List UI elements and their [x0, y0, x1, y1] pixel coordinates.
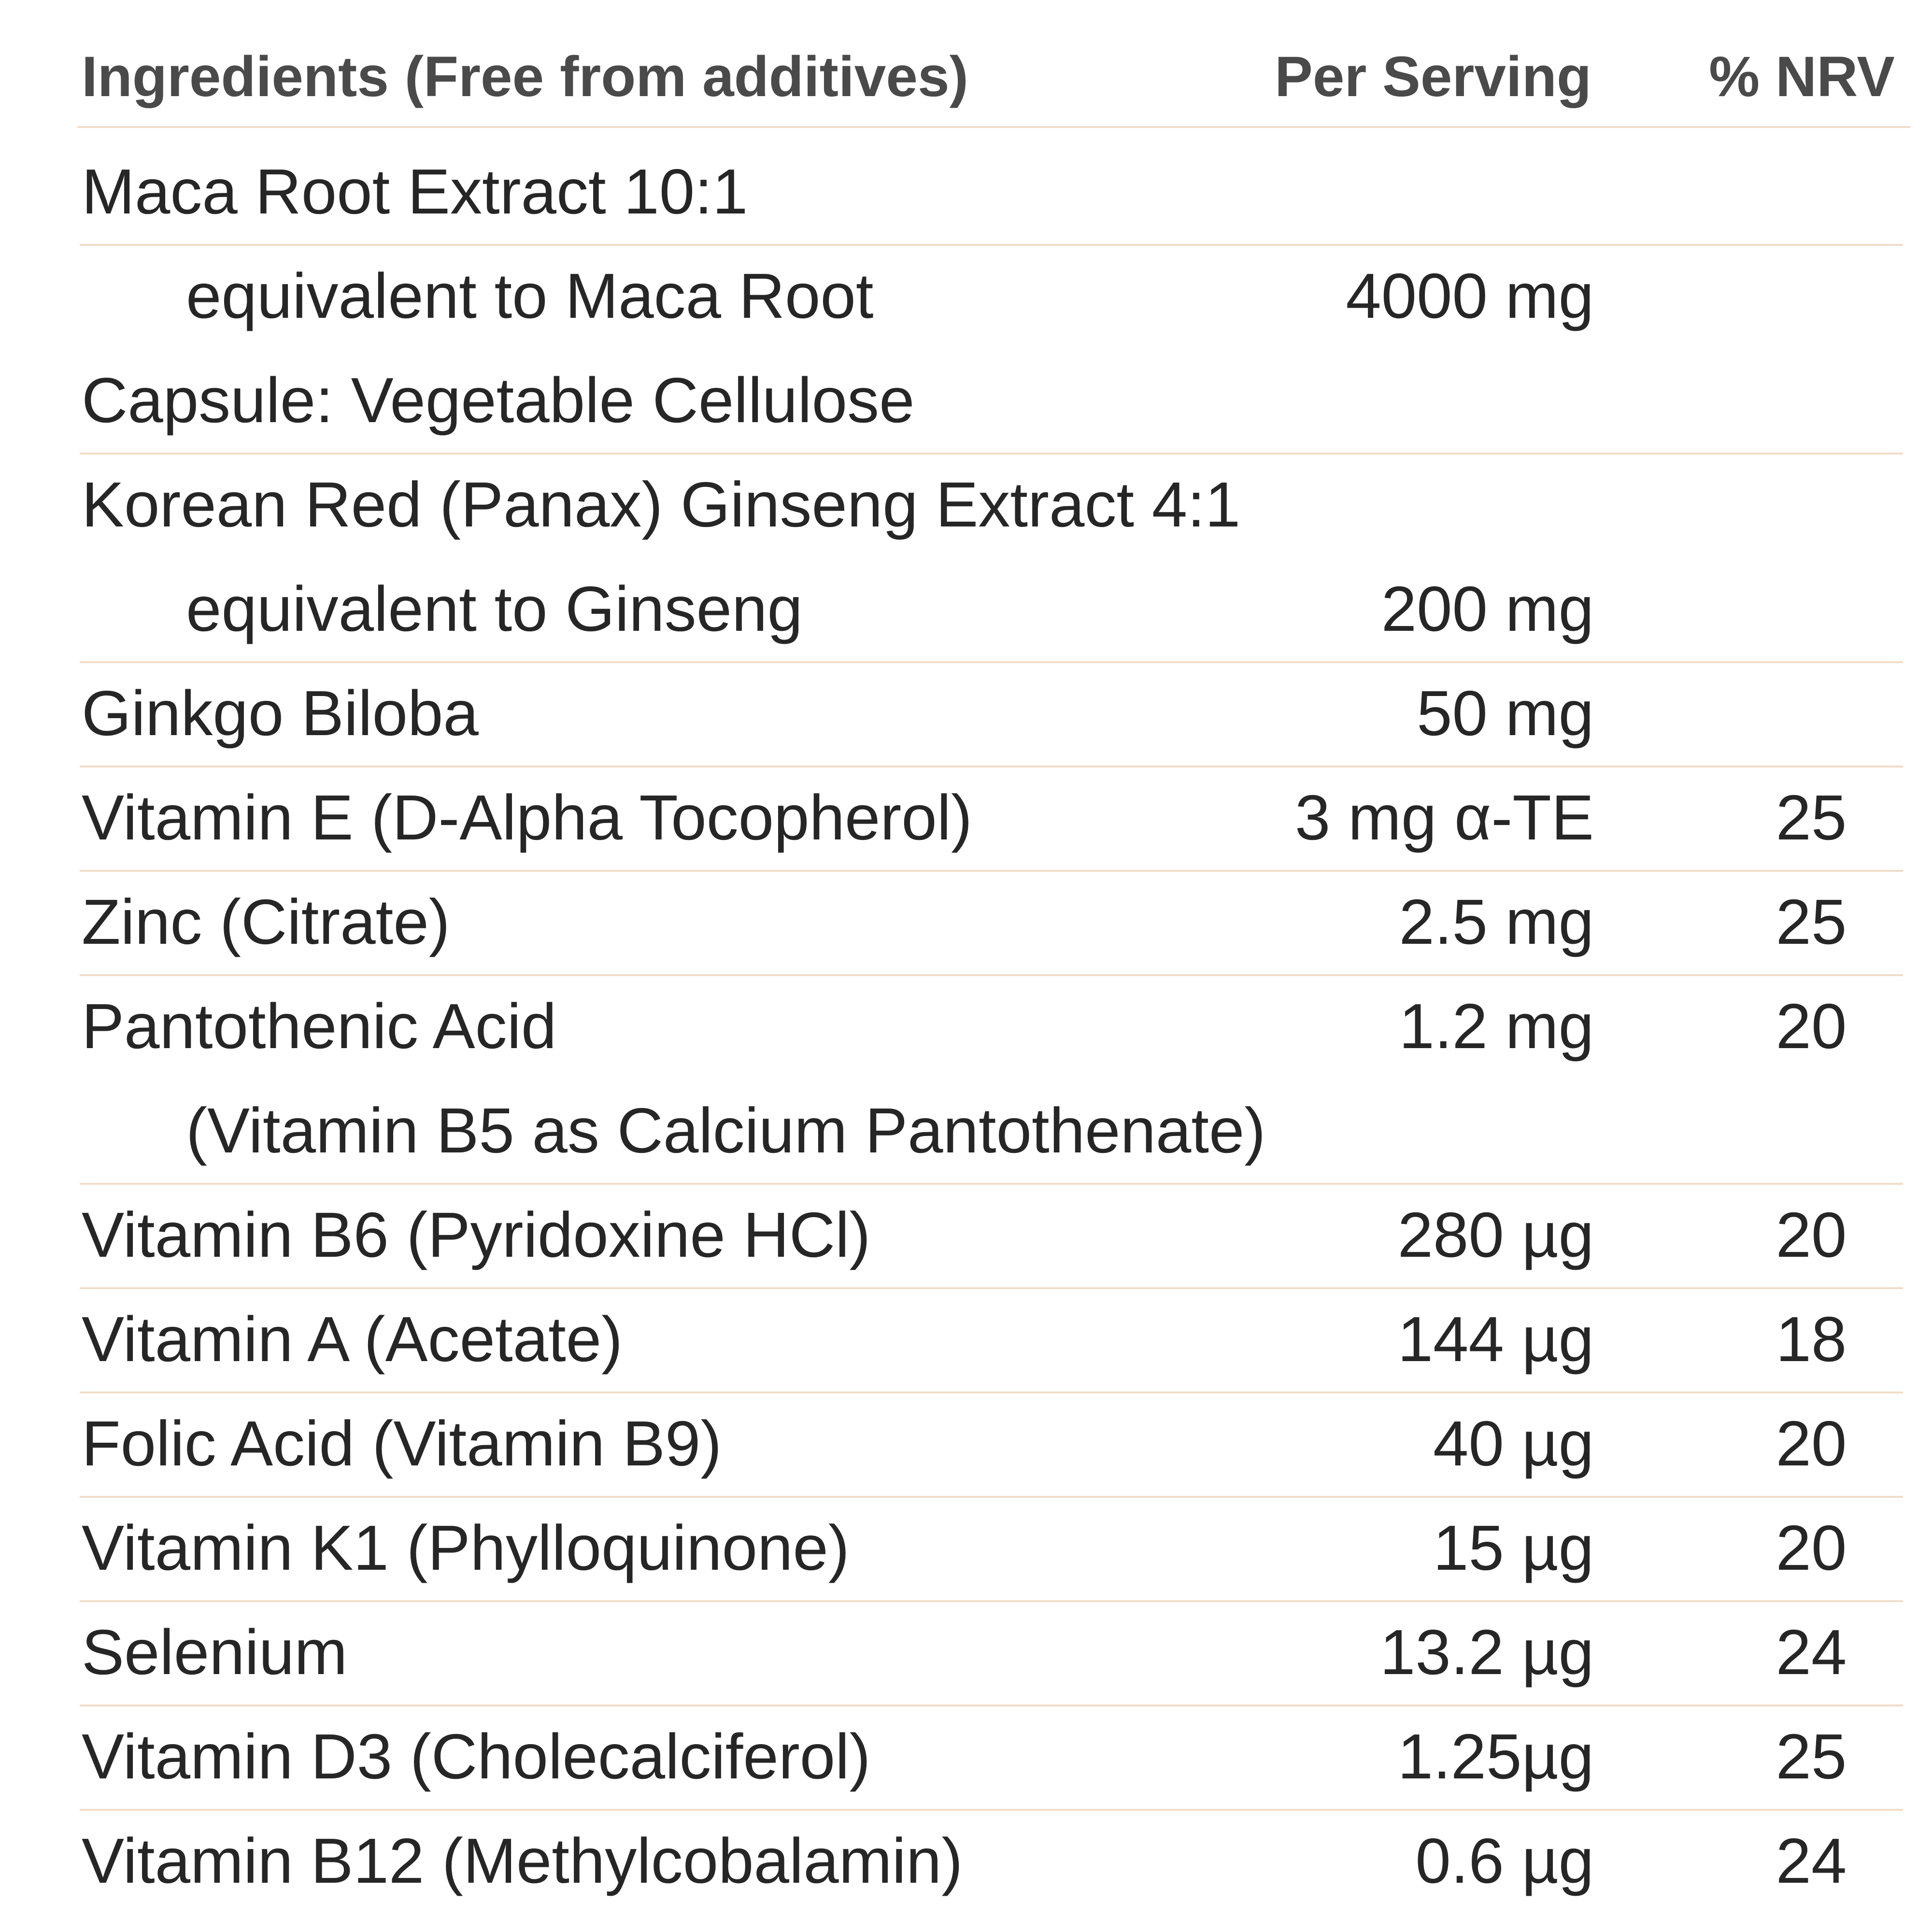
ingredient-name: Vitamin E (D-Alpha Tocopherol)	[82, 782, 973, 853]
amount: 280 µg	[1397, 1199, 1594, 1270]
separator	[80, 1496, 1903, 1498]
separator	[80, 766, 1903, 767]
amount: 200 mg	[1381, 573, 1594, 644]
nrv: 25	[1776, 1721, 1847, 1792]
separator	[80, 1392, 1903, 1393]
header-nrv: % NRV	[1709, 45, 1895, 109]
ingredient-name: Vitamin D3 (Cholecalciferol)	[82, 1721, 871, 1792]
ingredient-name: (Vitamin B5 as Calcium Pantothenate)	[186, 1095, 1266, 1166]
amount: 4000 mg	[1346, 260, 1594, 331]
separator	[80, 870, 1903, 872]
ingredient-name: Vitamin B12 (Methylcobalamin)	[82, 1825, 963, 1896]
nrv: 20	[1776, 1199, 1847, 1270]
separator	[80, 661, 1903, 663]
ingredient-name: Vitamin A (Acetate)	[82, 1304, 623, 1375]
amount: 13.2 µg	[1379, 1617, 1594, 1688]
ingredient-name: Korean Red (Panax) Ginseng Extract 4:1	[82, 469, 1241, 540]
separator	[80, 244, 1903, 246]
ingredient-name: Zinc (Citrate)	[82, 886, 450, 957]
amount: 1.2 mg	[1399, 991, 1594, 1062]
amount: 0.6 µg	[1415, 1825, 1594, 1896]
nrv: 18	[1776, 1304, 1847, 1375]
ingredient-name: Ginkgo Biloba	[82, 678, 479, 749]
amount: 1.25µg	[1397, 1721, 1594, 1792]
ingredient-name: Vitamin B6 (Pyridoxine HCl)	[82, 1199, 871, 1270]
amount: 40 µg	[1433, 1408, 1594, 1479]
ingredient-name: equivalent to Ginseng	[186, 573, 803, 644]
nrv: 25	[1776, 886, 1847, 957]
ingredient-name: Vitamin K1 (Phylloquinone)	[82, 1512, 850, 1583]
ingredient-name: Selenium	[82, 1617, 348, 1688]
separator	[77, 126, 1910, 128]
ingredient-name: Folic Acid (Vitamin B9)	[82, 1408, 722, 1479]
amount: 3 mg α-TE	[1294, 782, 1594, 853]
ingredient-name: Pantothenic Acid	[82, 991, 557, 1062]
nrv: 24	[1776, 1825, 1847, 1896]
separator	[80, 1183, 1903, 1185]
separator	[80, 1287, 1903, 1289]
nrv: 20	[1776, 991, 1847, 1062]
nrv: 24	[1776, 1617, 1847, 1688]
separator	[80, 1705, 1903, 1706]
ingredient-name: Maca Root Extract 10:1	[82, 156, 748, 227]
header-ingredients: Ingredients (Free from additives)	[82, 45, 968, 109]
ingredient-name: equivalent to Maca Root	[186, 260, 874, 331]
separator	[80, 453, 1903, 455]
header-per-serving: Per Serving	[1275, 45, 1591, 109]
nrv: 20	[1776, 1408, 1847, 1479]
ingredient-name: Capsule: Vegetable Cellulose	[82, 365, 915, 436]
nrv: 20	[1776, 1512, 1847, 1583]
separator	[80, 1809, 1903, 1811]
amount: 144 µg	[1397, 1304, 1594, 1375]
amount: 15 µg	[1433, 1512, 1594, 1583]
separator	[80, 1600, 1903, 1602]
amount: 2.5 mg	[1399, 886, 1594, 957]
separator	[80, 974, 1903, 976]
amount: 50 mg	[1417, 678, 1594, 749]
nrv: 25	[1776, 782, 1847, 853]
